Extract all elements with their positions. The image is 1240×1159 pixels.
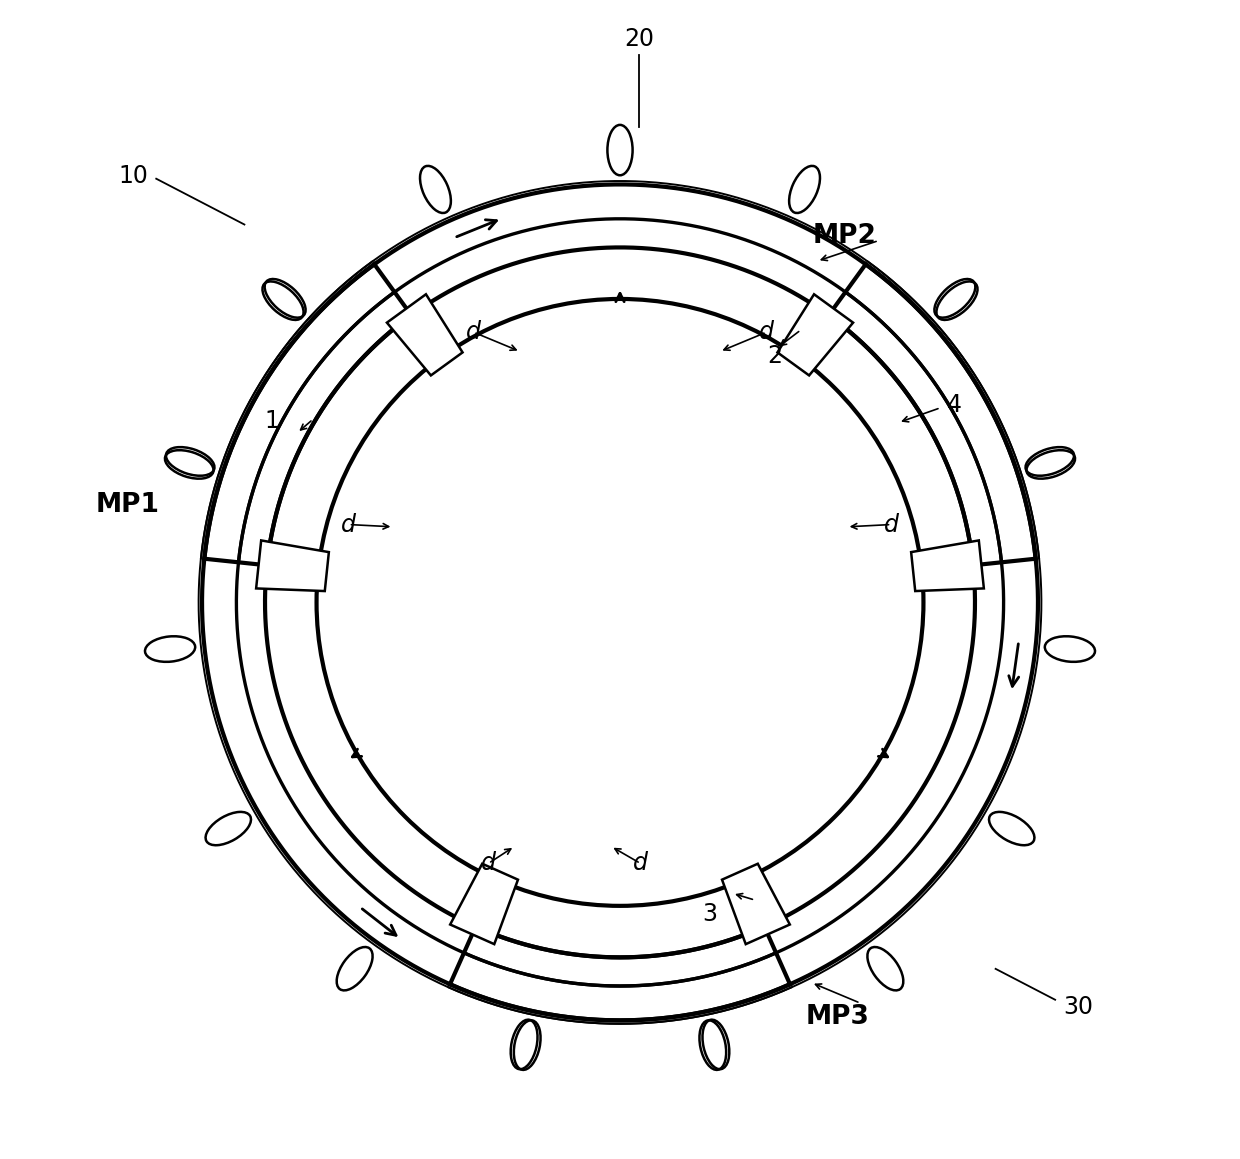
Circle shape <box>316 299 924 906</box>
Text: 1: 1 <box>264 409 279 433</box>
Text: 3: 3 <box>702 902 717 926</box>
Polygon shape <box>450 863 518 945</box>
Text: 30: 30 <box>1063 994 1092 1019</box>
Text: 2: 2 <box>768 344 782 369</box>
Text: d: d <box>466 320 481 344</box>
Text: d: d <box>759 320 774 344</box>
Text: d: d <box>481 852 496 875</box>
Polygon shape <box>911 540 983 591</box>
Text: 10: 10 <box>118 165 149 189</box>
Text: d: d <box>884 512 899 537</box>
Text: MP2: MP2 <box>812 223 877 249</box>
Text: d: d <box>341 512 356 537</box>
Text: MP3: MP3 <box>806 1004 869 1030</box>
Text: 20: 20 <box>625 27 655 51</box>
Polygon shape <box>257 540 329 591</box>
Polygon shape <box>722 863 790 945</box>
Text: MP1: MP1 <box>95 493 160 518</box>
Polygon shape <box>777 294 853 376</box>
Text: d: d <box>634 852 649 875</box>
Text: 4: 4 <box>947 393 962 417</box>
Polygon shape <box>387 294 463 376</box>
